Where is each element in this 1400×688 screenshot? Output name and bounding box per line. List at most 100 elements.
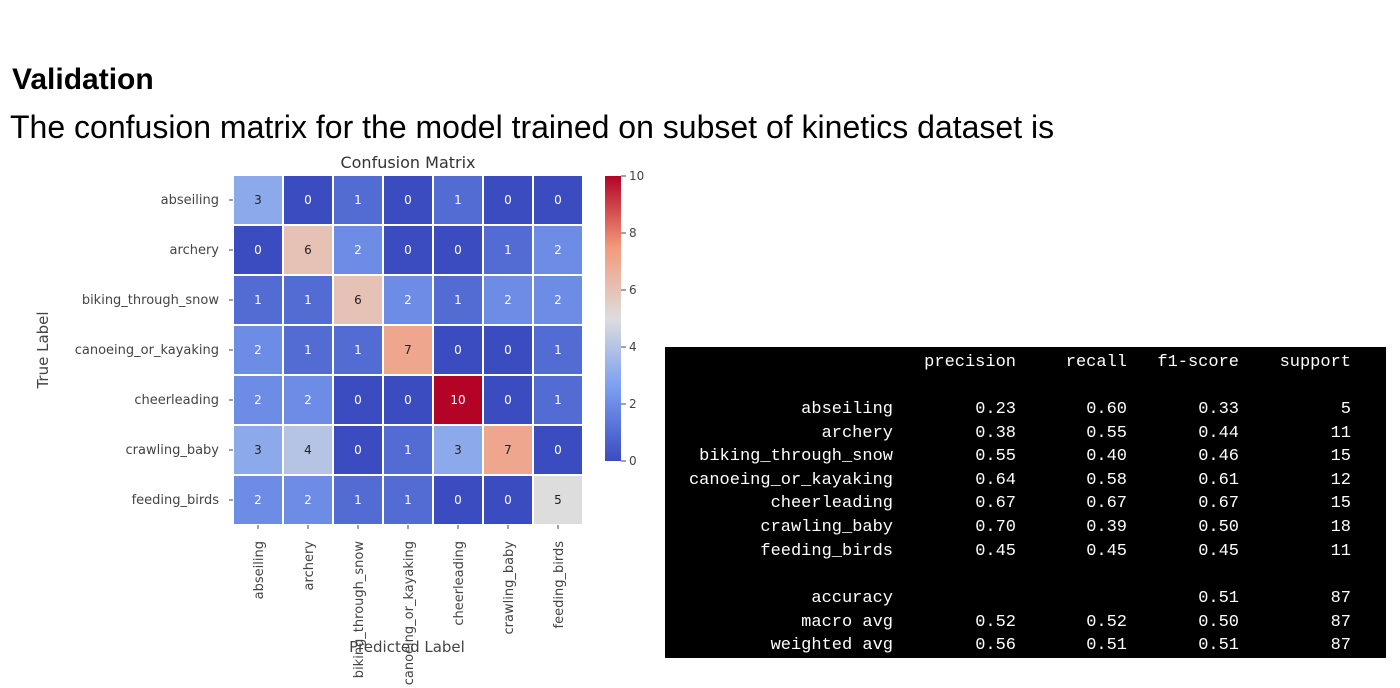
report-header-f1-score: f1-score — [1157, 353, 1239, 372]
cell-value-label: 2 — [504, 293, 512, 307]
cell-value-label: 0 — [554, 193, 562, 207]
report-summary-label: macro avg — [801, 612, 893, 632]
colorbar-tick-label: 4 — [629, 340, 637, 354]
report-summary-label: weighted avg — [770, 636, 893, 656]
cell-value-label: 1 — [454, 293, 462, 307]
cell-value-label: 1 — [554, 343, 562, 357]
report-value: 12 — [1330, 470, 1351, 490]
report-value: 0.64 — [975, 470, 1016, 490]
heatmap-cell — [532, 224, 584, 276]
heatmap-cell — [432, 474, 484, 526]
cell-value-label: 0 — [454, 243, 462, 257]
colorbar-tick-label: 2 — [629, 397, 637, 411]
heatmap-cell — [232, 224, 284, 276]
cell-value-label: 0 — [304, 193, 312, 207]
y-tick-label: canoeing_or_kayaking — [75, 343, 219, 358]
cell-value-label: 1 — [504, 243, 512, 257]
cell-value-label: 1 — [454, 193, 462, 207]
section-heading: Validation — [12, 63, 154, 96]
x-tick-label: biking_through_snow — [352, 541, 367, 679]
heatmap-cell — [532, 174, 584, 226]
report-summary-value: 0.56 — [975, 636, 1016, 656]
cell-value-label: 10 — [450, 393, 465, 407]
heatmap-cell — [332, 224, 384, 276]
intro-text: The confusion matrix for the model train… — [10, 109, 1055, 145]
cell-value-label: 7 — [504, 443, 512, 457]
x-axis-label: Predicted Label — [349, 638, 465, 656]
cell-value-label: 0 — [504, 393, 512, 407]
x-tick-label: cheerleading — [452, 541, 467, 626]
cell-value-label: 1 — [404, 443, 412, 457]
report-summary-value: 0.51 — [1086, 636, 1127, 656]
heatmap-cell — [282, 324, 334, 376]
report-value: 18 — [1330, 518, 1351, 537]
report-row-label: abseiling — [801, 400, 893, 419]
y-tick-label: biking_through_snow — [82, 293, 220, 308]
cell-value-label: 0 — [504, 193, 512, 207]
report-value: 0.60 — [1086, 400, 1127, 419]
report-value: 0.44 — [1198, 423, 1239, 443]
cell-value-label: 1 — [304, 293, 312, 307]
cell-value-label: 1 — [254, 293, 262, 307]
report-value: 0.39 — [1086, 518, 1127, 537]
cell-value-label: 1 — [304, 343, 312, 357]
y-tick-label: crawling_baby — [126, 443, 220, 458]
report-row-label: canoeing_or_kayaking — [688, 470, 893, 490]
report-summary-value: 0.50 — [1198, 612, 1239, 632]
cell-value-label: 0 — [454, 343, 462, 357]
heatmap-cell — [482, 174, 534, 226]
report-value: 0.61 — [1198, 470, 1239, 490]
report-summary-value: 0.51 — [1198, 636, 1239, 656]
cell-value-label: 1 — [354, 493, 362, 507]
heatmap-cell — [432, 224, 484, 276]
cell-value-label: 7 — [404, 343, 412, 357]
report-header-support: support — [1279, 353, 1351, 372]
report-value: 0.38 — [975, 423, 1016, 443]
report-value: 11 — [1330, 541, 1351, 561]
x-tick-label: crawling_baby — [502, 541, 517, 635]
chart-title: Confusion Matrix — [340, 153, 475, 172]
cell-value-label: 2 — [304, 393, 312, 407]
y-tick-label: cheerleading — [134, 393, 219, 408]
report-value: 0.55 — [1086, 423, 1127, 443]
y-tick-label: abseiling — [161, 193, 219, 208]
cell-value-label: 2 — [254, 393, 262, 407]
cell-value-label: 2 — [404, 293, 412, 307]
cell-value-label: 3 — [454, 443, 462, 457]
report-value: 0.55 — [975, 447, 1016, 467]
cell-value-label: 1 — [554, 393, 562, 407]
cell-value-label: 2 — [254, 343, 262, 357]
report-row-label: crawling_baby — [760, 518, 893, 537]
cell-value-label: 0 — [504, 343, 512, 357]
cell-value-label: 1 — [354, 193, 362, 207]
x-tick-label: canoeing_or_kayaking — [402, 541, 417, 685]
report-value: 11 — [1330, 423, 1351, 443]
report-value: 0.45 — [1086, 541, 1127, 561]
report-header-precision: precision — [924, 353, 1016, 372]
report-value: 0.70 — [975, 518, 1016, 537]
heatmap-cell — [382, 274, 434, 326]
report-value: 0.46 — [1198, 447, 1239, 467]
report-value: 5 — [1340, 400, 1351, 419]
cell-value-label: 3 — [254, 443, 262, 457]
report-value: 0.23 — [975, 400, 1016, 419]
cell-value-label: 0 — [254, 243, 262, 257]
report-row-label: archery — [821, 423, 893, 443]
cell-value-label: 2 — [254, 493, 262, 507]
cell-value-label: 2 — [354, 243, 362, 257]
heatmap-cell — [532, 274, 584, 326]
colorbar-tick-label: 0 — [629, 454, 637, 468]
report-value: 0.67 — [975, 494, 1016, 514]
report-value: 0.40 — [1086, 447, 1127, 467]
report-row-label: feeding_birds — [760, 541, 893, 561]
y-axis-label: True Label — [34, 311, 52, 389]
heatmap-cell — [432, 174, 484, 226]
heatmap-cell — [332, 474, 384, 526]
report-value: 0.45 — [1198, 541, 1239, 561]
y-tick-label: feeding_birds — [132, 493, 220, 508]
cell-value-label: 0 — [404, 193, 412, 207]
cell-value-label: 0 — [404, 393, 412, 407]
report-header-recall: recall — [1065, 353, 1127, 372]
report-row-label: biking_through_snow — [699, 447, 893, 467]
heatmap-cell — [532, 324, 584, 376]
